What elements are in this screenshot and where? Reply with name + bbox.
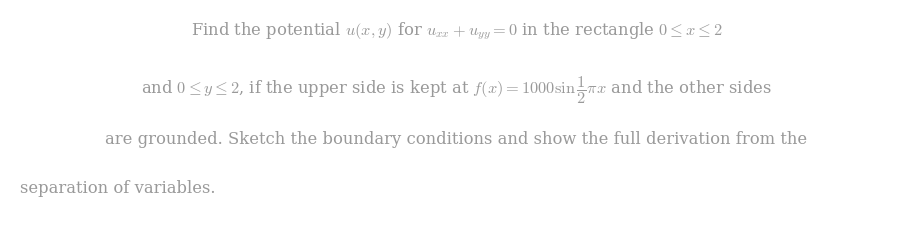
Text: separation of variables.: separation of variables.	[20, 180, 215, 197]
Text: and $0 \leq y \leq 2$, if the upper side is kept at $f(x) = 1000\sin\dfrac{1}{2}: and $0 \leq y \leq 2$, if the upper side…	[142, 75, 771, 106]
Text: are grounded. Sketch the boundary conditions and show the full derivation from t: are grounded. Sketch the boundary condit…	[105, 131, 808, 148]
Text: Find the potential $u(x, y)$ for $u_{xx}+u_{yy}=0$ in the rectangle $0 \leq x \l: Find the potential $u(x, y)$ for $u_{xx}…	[191, 21, 722, 42]
